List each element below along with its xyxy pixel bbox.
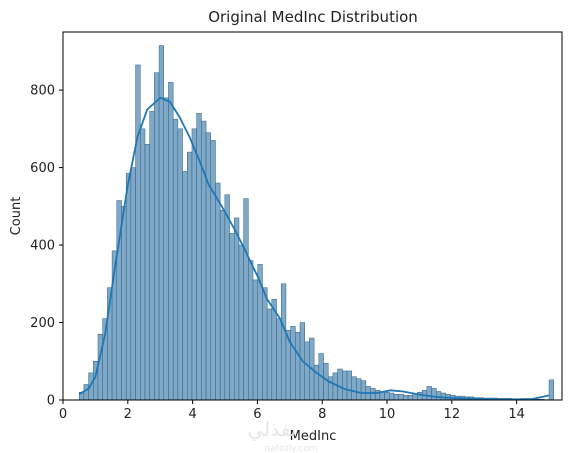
histogram-bar (172, 118, 179, 401)
histogram-bar (407, 395, 414, 401)
chart-title: Original MedInc Distribution (208, 8, 418, 26)
histogram-bar (130, 167, 136, 401)
histogram-bar (342, 370, 348, 401)
histogram-bar (243, 198, 249, 401)
histogram-bar (135, 64, 141, 401)
histogram-bar (280, 283, 287, 401)
bars-group (78, 45, 554, 401)
x-tick-label: 0 (59, 407, 67, 422)
histogram-bar (182, 171, 188, 401)
histogram-bar (149, 111, 155, 401)
histogram-bar (177, 128, 183, 401)
histogram-bar (215, 182, 221, 401)
histogram-bar (548, 379, 554, 401)
histogram-bar (351, 376, 357, 401)
histogram-bar (327, 376, 334, 401)
histogram-bar (426, 386, 432, 401)
histogram-bar (248, 260, 254, 401)
y-axis-label: Count (9, 197, 24, 236)
x-tick-label: 10 (379, 407, 396, 422)
histogram-bar (140, 128, 146, 401)
histogram-bar (346, 370, 352, 401)
x-tick-label: 6 (253, 407, 261, 422)
histogram-bar (238, 244, 244, 401)
histogram-bar (224, 194, 230, 401)
histogram-bar (295, 331, 301, 401)
histogram-bar (154, 72, 160, 401)
histogram-bar (262, 287, 268, 401)
histogram-bar (417, 392, 423, 401)
histogram-bar (163, 97, 169, 401)
y-tick-label: 200 (30, 316, 55, 331)
histogram-bar (398, 393, 404, 401)
histogram-bar (144, 144, 150, 401)
histogram-bar (384, 392, 390, 401)
histogram-bar (332, 372, 338, 401)
histogram-bar (436, 391, 442, 401)
y-tick-label: 400 (30, 239, 55, 254)
histogram-bar (271, 299, 277, 401)
histogram-bar (360, 380, 367, 401)
histogram-bar (431, 388, 437, 401)
histogram-bar (393, 393, 399, 401)
histogram-bar (276, 318, 282, 401)
x-tick-label: 4 (188, 407, 196, 422)
x-axis: 0 2 4 6 8 10 12 14 (59, 400, 525, 422)
watermark: نفذلي nafezly.com (248, 417, 318, 453)
histogram-bar (304, 341, 310, 401)
histogram-bar (266, 308, 273, 401)
histogram-bar (290, 326, 296, 401)
plot-frame (62, 31, 563, 401)
histogram-bar (337, 368, 343, 401)
histogram-bar (83, 384, 89, 401)
histogram-bar (356, 378, 362, 401)
histogram-bar (168, 82, 174, 401)
kde-curve (78, 96, 550, 401)
histogram-bar (234, 217, 240, 401)
histogram-bar (191, 128, 197, 401)
x-tick-label: 12 (444, 407, 461, 422)
histogram-bar (252, 279, 258, 401)
x-axis-label: MedInc (290, 429, 337, 444)
x-tick-label: 14 (508, 407, 525, 422)
y-axis: 0 200 400 600 800 (30, 84, 63, 409)
histogram-bar (219, 209, 226, 401)
y-tick-label: 0 (47, 394, 55, 409)
histogram-bar (370, 388, 376, 401)
histogram-bar (121, 206, 127, 401)
watermark-latin: nafezly.com (264, 444, 317, 453)
histogram-bar (201, 120, 207, 401)
y-tick-label: 800 (30, 84, 55, 99)
histogram-bar (403, 395, 409, 401)
histogram-bar (210, 140, 216, 401)
x-tick-label: 2 (124, 407, 132, 422)
histogram-bar (412, 393, 418, 401)
histogram-bar (205, 132, 212, 401)
histogram-bar (229, 233, 235, 401)
x-tick-label: 8 (318, 407, 326, 422)
histogram-bar (389, 392, 395, 401)
watermark-arabic: نفذلي (248, 417, 297, 442)
histogram-bar (187, 151, 193, 401)
histogram-bar (125, 173, 132, 401)
y-tick-label: 600 (30, 161, 55, 176)
